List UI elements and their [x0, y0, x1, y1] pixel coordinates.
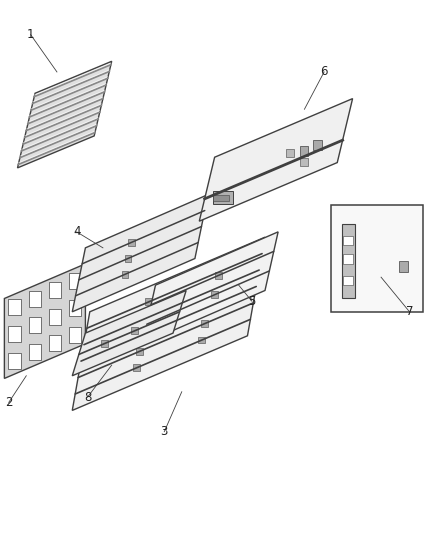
Bar [198, 336, 205, 343]
Bar [300, 158, 308, 166]
Bar [131, 327, 138, 334]
Polygon shape [49, 335, 61, 351]
Bar [343, 254, 353, 264]
Text: 6: 6 [320, 66, 328, 78]
Bar [210, 271, 216, 278]
Polygon shape [8, 353, 21, 369]
Bar [331, 205, 423, 312]
Text: 7: 7 [406, 305, 413, 318]
Bar [286, 149, 294, 157]
Polygon shape [18, 61, 112, 168]
Bar [134, 364, 140, 371]
Polygon shape [72, 195, 208, 312]
Bar [343, 276, 353, 285]
Polygon shape [8, 300, 21, 316]
Bar [201, 320, 208, 327]
Text: 1: 1 [27, 28, 35, 41]
Bar [207, 287, 214, 294]
Bar [213, 191, 233, 204]
Polygon shape [49, 309, 61, 325]
Bar [142, 315, 149, 322]
Bar [204, 304, 211, 311]
Bar [343, 236, 353, 245]
Polygon shape [28, 344, 41, 360]
Bar [101, 340, 107, 347]
Text: 2: 2 [5, 396, 13, 409]
Polygon shape [69, 327, 81, 343]
Bar [215, 272, 222, 279]
Polygon shape [72, 237, 265, 410]
Polygon shape [69, 300, 81, 316]
Polygon shape [142, 232, 278, 344]
Bar [139, 331, 146, 338]
Bar [300, 146, 308, 156]
Polygon shape [28, 318, 41, 334]
Bar [399, 261, 408, 272]
Bar [145, 298, 152, 305]
Bar [136, 348, 143, 354]
Polygon shape [72, 290, 186, 376]
Polygon shape [49, 282, 61, 298]
Polygon shape [8, 326, 21, 342]
Bar [213, 195, 229, 201]
Text: 8: 8 [84, 391, 91, 403]
Bar [211, 291, 218, 298]
Bar [125, 255, 131, 262]
Text: 4: 4 [73, 225, 81, 238]
Polygon shape [342, 224, 355, 298]
Polygon shape [199, 99, 353, 221]
Text: 5: 5 [248, 295, 255, 308]
Polygon shape [28, 291, 41, 307]
Polygon shape [69, 273, 81, 289]
Text: 3: 3 [161, 425, 168, 438]
Polygon shape [4, 264, 85, 378]
Bar [314, 140, 322, 150]
Bar [128, 239, 134, 246]
Bar [122, 271, 128, 278]
